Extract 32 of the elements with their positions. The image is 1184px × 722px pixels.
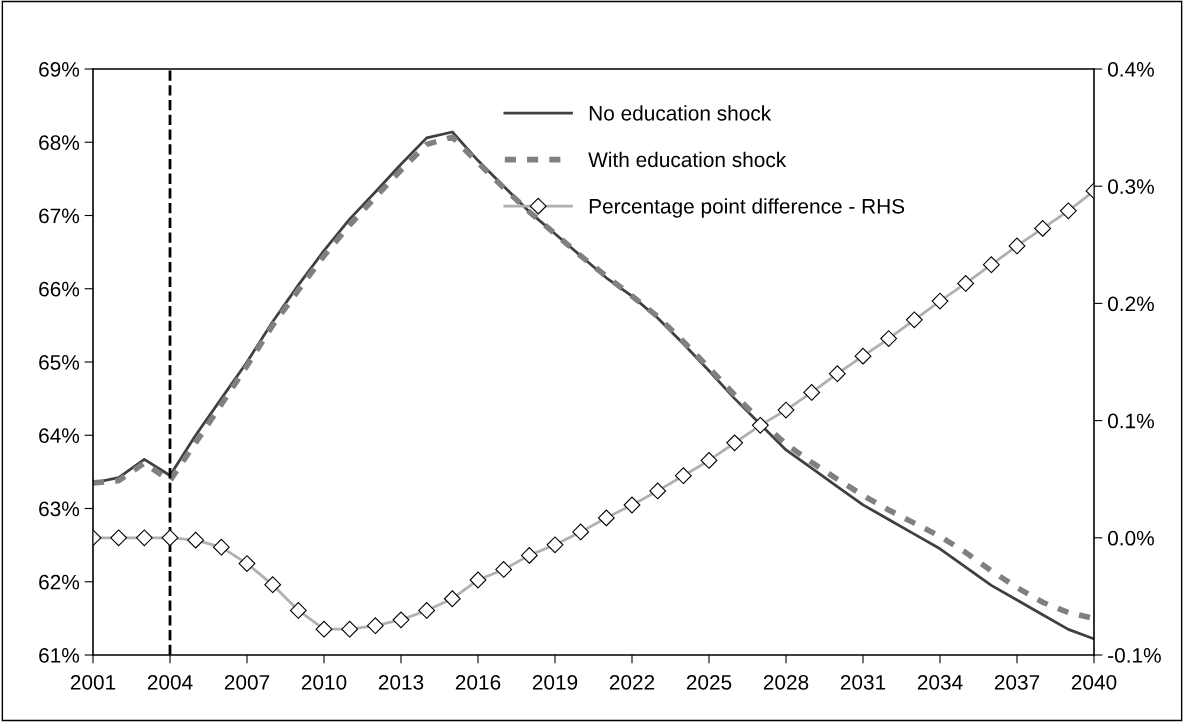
x-tick-label: 2034 [917,674,963,690]
x-tick-label: 2001 [70,674,116,690]
y-tick-label: 68% [39,135,80,150]
legend-label: With education shock [588,151,787,168]
x-tick-label: 2013 [378,674,424,690]
y2-tick-label: 0.4% [1108,62,1154,77]
legend-label: No education shock [589,105,772,121]
x-tick-label: 2040 [1071,674,1117,690]
y2-tick-label: 0.2% [1108,296,1154,312]
x-tick-label: 2010 [301,674,347,690]
legend-label: Percentage point difference - RHS [589,198,905,218]
y-tick-label: 65% [39,355,80,370]
x-tick-label: 2031 [840,674,886,690]
x-tick-label: 2025 [686,674,732,690]
y2-tick-label: -0.1% [1108,648,1161,663]
y2-tick-label: 0.1% [1108,413,1154,429]
x-tick-label: 2028 [763,674,809,690]
y-tick-label: 67% [39,208,80,224]
y-tick-label: 63% [39,501,80,517]
y-tick-label: 69% [39,62,80,77]
x-tick-label: 2004 [147,674,193,690]
x-tick-label: 2016 [455,674,501,690]
y-tick-label: 66% [39,281,80,297]
y-tick-label: 62% [39,574,80,590]
x-tick-label: 2022 [609,674,655,690]
y2-tick-label: 0.3% [1108,179,1154,194]
x-tick-label: 2037 [994,674,1040,690]
y-tick-label: 64% [39,428,80,443]
x-tick-label: 2019 [532,674,578,690]
x-tick-label: 2007 [224,674,270,690]
y2-tick-label: 0.0% [1108,530,1154,546]
y-tick-label: 61% [39,648,80,663]
